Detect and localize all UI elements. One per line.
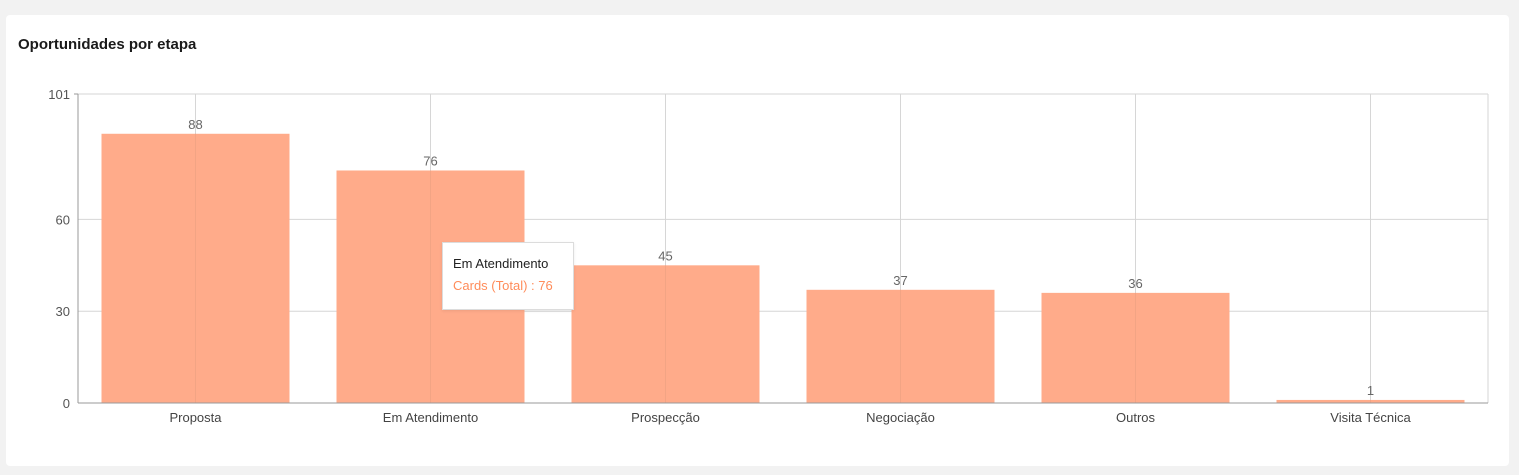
data-label: 45 (658, 248, 672, 263)
tooltip-title: Em Atendimento (453, 256, 549, 271)
y-tick-label: 60 (56, 212, 70, 227)
y-tick-label: 0 (63, 396, 70, 411)
x-tick-label: Outros (1116, 410, 1156, 425)
chart-tooltip: Em Atendimento Cards (Total) : 76 (442, 242, 574, 310)
card-title: Oportunidades por etapa (18, 36, 197, 53)
labels: 0 30 60 101 88 Proposta 76 Em Atendimento 45 Pros… (48, 87, 1411, 425)
data-label: 1 (1367, 383, 1374, 398)
tooltip-value: Cards (Total) : 76 (453, 278, 553, 293)
y-tick-label: 101 (48, 87, 70, 102)
data-label: 76 (423, 153, 437, 168)
x-tick-label: Em Atendimento (383, 410, 478, 425)
y-tick-label: 30 (56, 304, 70, 319)
x-tick-label: Proposta (169, 410, 222, 425)
data-label: 36 (1128, 276, 1142, 291)
data-label: 88 (188, 117, 202, 132)
axes (74, 93, 1488, 404)
bars (101, 133, 1465, 403)
x-tick-label: Visita Técnica (1330, 410, 1411, 425)
x-tick-label: Negociação (866, 410, 935, 425)
data-label: 37 (893, 273, 907, 288)
x-tick-label: Prospecção (631, 410, 700, 425)
